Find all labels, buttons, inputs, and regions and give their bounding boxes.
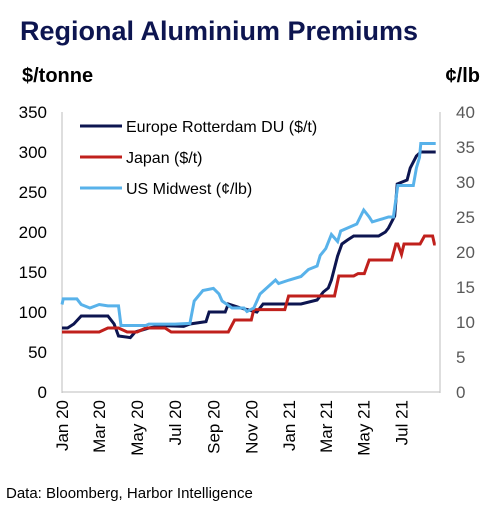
legend-label-us: US Midwest (¢/lb) <box>126 181 252 198</box>
y-right-ticks: 0 5 10 15 20 25 30 35 40 <box>456 103 475 402</box>
series-line-1 <box>62 234 436 334</box>
x-tick-label: May 20 <box>128 400 147 456</box>
x-tick-label: Mar 21 <box>317 400 336 453</box>
y-right-tick-label: 5 <box>456 348 465 367</box>
y-left-ticks: 0 50 100 150 200 250 300 350 <box>19 103 47 402</box>
y-left-tick-label: 50 <box>28 343 47 362</box>
x-tick-label: Sep 20 <box>204 400 223 454</box>
x-tick-label: Jan 21 <box>280 400 299 451</box>
y-right-unit-label: ¢/lb <box>446 65 480 87</box>
y-left-tick-label: 300 <box>19 143 47 162</box>
legend: Europe Rotterdam DU ($/t) Japan ($/t) US… <box>80 119 317 198</box>
x-tick-label: May 21 <box>355 400 374 456</box>
x-ticks: Jan 20 Mar 20 May 20 Jul 20 Sep 20 Nov 20 Jan … <box>53 400 412 456</box>
x-tick-label: Jan 20 <box>53 400 72 451</box>
y-right-tick-label: 25 <box>456 208 475 227</box>
y-right-tick-label: 30 <box>456 173 475 192</box>
x-tick-label: Mar 20 <box>90 400 109 453</box>
y-right-tick-label: 0 <box>456 383 465 402</box>
series-line-2 <box>60 142 436 327</box>
y-left-tick-label: 150 <box>19 263 47 282</box>
x-tick-label: Nov 20 <box>242 400 261 454</box>
y-right-tick-label: 20 <box>456 243 475 262</box>
series-line-0 <box>62 150 436 340</box>
y-right-tick-label: 35 <box>456 138 475 157</box>
y-left-tick-label: 200 <box>19 223 47 242</box>
legend-label-japan: Japan ($/t) <box>126 150 202 167</box>
y-left-tick-label: 100 <box>19 303 47 322</box>
legend-label-europe: Europe Rotterdam DU ($/t) <box>126 119 317 136</box>
x-tick-label: Jul 21 <box>393 400 412 445</box>
y-left-tick-label: 350 <box>19 103 47 122</box>
y-right-tick-label: 40 <box>456 103 475 122</box>
y-right-tick-label: 15 <box>456 278 475 297</box>
y-right-tick-label: 10 <box>456 313 475 332</box>
y-left-tick-label: 250 <box>19 183 47 202</box>
plot-area <box>61 112 441 393</box>
series-layer <box>60 142 436 340</box>
y-left-unit-label: $/tonne <box>22 65 93 87</box>
x-tick-label: Jul 20 <box>166 400 185 445</box>
chart-title: Regional Aluminium Premiums <box>20 16 418 46</box>
source-note: Data: Bloomberg, Harbor Intelligence <box>6 485 253 502</box>
y-left-tick-label: 0 <box>38 383 47 402</box>
